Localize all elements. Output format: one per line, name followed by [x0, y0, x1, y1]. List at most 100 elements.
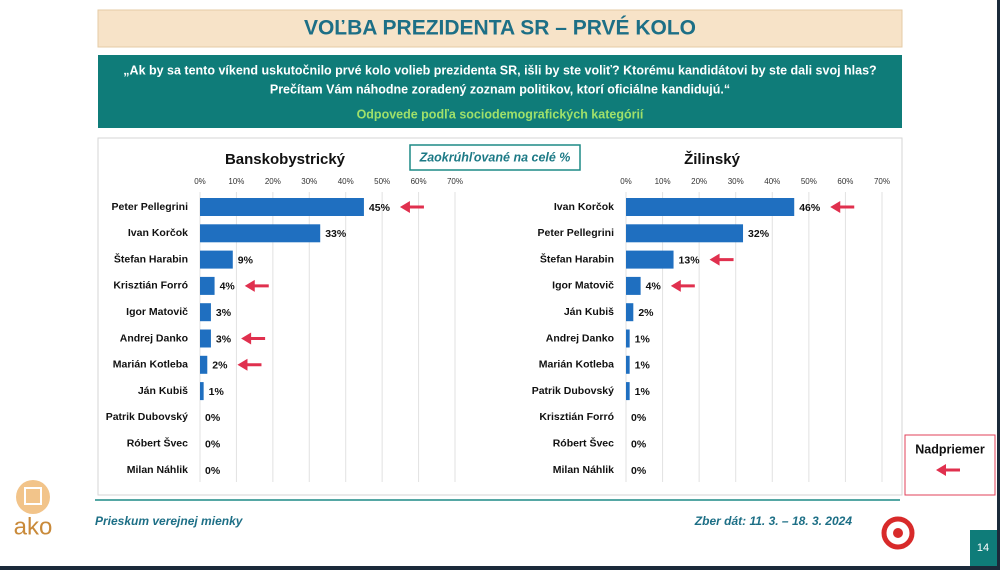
arrow-head [709, 253, 720, 266]
value-label: 1% [635, 360, 651, 372]
value-label: 45% [369, 202, 391, 214]
logo-icon [16, 480, 50, 514]
above-average-arrow [399, 201, 424, 213]
category-label: Marián Kotleba [539, 359, 614, 371]
note-box [409, 144, 581, 171]
above-average-arrow [244, 279, 269, 292]
bar [200, 303, 211, 322]
category-label: Ivan Korčok [554, 201, 614, 213]
category-label: Peter Pellegrini [538, 227, 615, 239]
x-tick-label: 70% [874, 177, 890, 186]
above-average-arrow [241, 332, 266, 345]
frame-edge [997, 0, 1000, 570]
x-tick-label: 40% [338, 177, 354, 186]
arrow-head [244, 279, 255, 292]
logo-text: ako [14, 513, 53, 540]
value-label: 4% [646, 281, 662, 293]
category-label: Igor Matovič [552, 280, 614, 292]
legend-label: Nadpriemer [915, 442, 985, 456]
legend-arrow [936, 464, 960, 476]
x-tick-label: 50% [801, 177, 817, 186]
subtitle: Odpovede podľa sociodemografických kateg… [357, 107, 644, 121]
note: Zaokrúhľované na celé % [419, 150, 571, 164]
x-tick-label: 0% [620, 177, 632, 186]
value-label: 0% [205, 438, 221, 450]
bar [626, 250, 674, 269]
category-label: Krisztián Forró [539, 411, 614, 423]
chart-title: Žilinský [684, 150, 741, 168]
category-label: Krisztián Forró [113, 280, 188, 292]
page-box [970, 530, 997, 566]
category-label: Peter Pellegrini [112, 201, 189, 213]
value-label: 0% [205, 412, 221, 424]
value-label: 2% [638, 307, 654, 319]
value-label: 3% [216, 333, 232, 345]
category-label: Patrik Dubovský [106, 411, 188, 423]
value-label: 3% [216, 307, 232, 319]
bar [626, 303, 634, 322]
x-tick-label: 50% [374, 177, 390, 186]
question-line: Prečítam Vám náhodne zoradený zoznam pol… [270, 82, 730, 96]
bar [200, 329, 211, 348]
value-label: 0% [631, 438, 647, 450]
bar [200, 250, 233, 269]
question-box [98, 55, 902, 128]
legend-box [904, 434, 996, 496]
bar [626, 276, 641, 295]
x-tick-label: 30% [728, 177, 744, 186]
category-label: Marián Kotleba [113, 359, 188, 371]
category-label: Róbert Švec [127, 436, 188, 449]
category-label: Igor Matovič [126, 306, 188, 318]
value-label: 0% [631, 465, 647, 477]
category-label: Andrej Danko [120, 332, 188, 344]
category-label: Štefan Harabin [540, 252, 614, 265]
category-label: Ivan Korčok [128, 227, 188, 239]
value-label: 1% [635, 333, 651, 345]
page-number: 14 [977, 542, 989, 554]
value-label: 2% [212, 360, 228, 372]
value-label: 1% [209, 386, 225, 398]
bar [200, 382, 204, 401]
above-average-arrow [709, 253, 734, 266]
chart-panel [97, 137, 903, 496]
x-tick-label: 10% [228, 177, 244, 186]
category-label: Milan Náhlik [127, 464, 188, 476]
category-label: Patrik Dubovský [532, 385, 614, 397]
value-label: 4% [220, 281, 236, 293]
bar [200, 224, 321, 243]
bar [626, 224, 744, 243]
value-label: 9% [238, 254, 254, 266]
bar [626, 198, 795, 216]
x-tick-label: 60% [837, 177, 853, 186]
bar [200, 198, 364, 216]
bar [626, 355, 630, 374]
x-tick-label: 60% [411, 177, 427, 186]
arrow-head [241, 332, 252, 345]
value-label: 33% [325, 228, 347, 240]
category-label: Milan Náhlik [553, 464, 614, 476]
category-label: Štefan Harabin [114, 252, 188, 265]
partner-logo [881, 516, 915, 550]
bar [200, 276, 215, 295]
bar [200, 355, 208, 374]
x-tick-label: 30% [301, 177, 317, 186]
above-average-arrow [237, 358, 262, 371]
above-average-arrow [830, 201, 855, 213]
x-tick-label: 10% [655, 177, 671, 186]
slide-title: VOĽBA PREZIDENTA SR – PRVÉ KOLO [304, 17, 696, 40]
x-tick-label: 0% [194, 177, 206, 186]
title-box [97, 9, 903, 48]
x-tick-label: 70% [447, 177, 463, 186]
category-label: Andrej Danko [546, 332, 614, 344]
chart-title: Banskobystrický [225, 151, 346, 168]
above-average-arrow [670, 279, 695, 292]
footer-right: Zber dát: 11. 3. – 18. 3. 2024 [694, 514, 853, 528]
question-line: „Ak by sa tento víkend uskutočnilo prvé … [123, 63, 876, 77]
category-label: Ján Kubiš [138, 385, 188, 397]
value-label: 46% [799, 202, 821, 214]
frame-edge [0, 566, 1000, 570]
x-tick-label: 40% [764, 177, 780, 186]
arrow-head [830, 201, 841, 213]
value-label: 13% [679, 254, 701, 266]
